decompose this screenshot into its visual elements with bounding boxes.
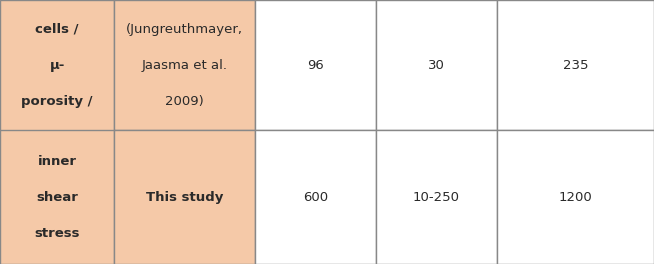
Text: 235: 235 <box>563 59 588 72</box>
Bar <box>0 0 114 264</box>
Bar <box>497 0 654 130</box>
Bar <box>255 130 376 264</box>
Bar <box>255 0 376 130</box>
Text: 1200: 1200 <box>559 191 593 204</box>
Bar <box>376 130 497 264</box>
Text: 600: 600 <box>303 191 328 204</box>
Text: inner

shear

stress: inner shear stress <box>35 155 80 239</box>
Text: 30: 30 <box>428 59 445 72</box>
Text: 96: 96 <box>307 59 324 72</box>
Text: cells /

μ-

porosity /: cells / μ- porosity / <box>22 23 93 107</box>
Bar <box>497 130 654 264</box>
Text: This study: This study <box>146 191 224 204</box>
Text: (Jungreuthmayer,

Jaasma et al.

2009): (Jungreuthmayer, Jaasma et al. 2009) <box>126 23 243 107</box>
Bar <box>114 130 255 264</box>
Bar <box>114 0 255 130</box>
Bar <box>376 0 497 130</box>
Text: 10-250: 10-250 <box>413 191 460 204</box>
